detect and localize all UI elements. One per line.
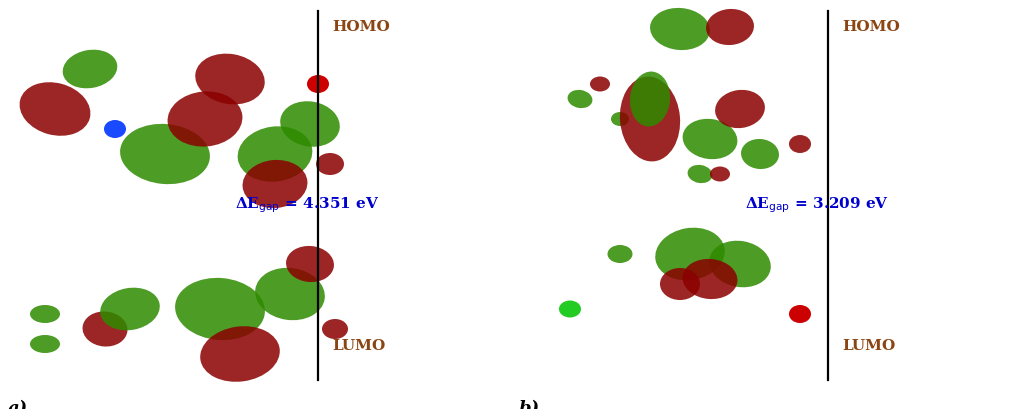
Ellipse shape: [708, 241, 770, 288]
Ellipse shape: [200, 326, 279, 382]
Ellipse shape: [120, 125, 210, 185]
Ellipse shape: [285, 246, 333, 282]
Text: b): b): [518, 399, 539, 409]
Ellipse shape: [255, 268, 324, 320]
Ellipse shape: [558, 301, 581, 318]
Ellipse shape: [280, 102, 339, 147]
Ellipse shape: [243, 160, 307, 209]
Ellipse shape: [237, 127, 312, 182]
Ellipse shape: [307, 76, 329, 94]
Text: ΔE$_\mathrm{gap}$ = 3.209 eV: ΔE$_\mathrm{gap}$ = 3.209 eV: [744, 195, 888, 214]
Text: a): a): [8, 399, 29, 409]
Ellipse shape: [659, 268, 699, 300]
Ellipse shape: [789, 305, 810, 323]
Ellipse shape: [714, 91, 764, 129]
Ellipse shape: [589, 77, 609, 92]
Ellipse shape: [709, 167, 730, 182]
Ellipse shape: [19, 83, 91, 137]
Text: HOMO: HOMO: [842, 20, 900, 34]
Ellipse shape: [682, 119, 737, 160]
Ellipse shape: [322, 319, 347, 339]
Ellipse shape: [740, 139, 779, 170]
Ellipse shape: [654, 228, 725, 281]
Text: HOMO: HOMO: [332, 20, 390, 34]
Ellipse shape: [30, 305, 60, 323]
Text: ΔE$_\mathrm{gap}$ = 4.351 eV: ΔE$_\mathrm{gap}$ = 4.351 eV: [234, 195, 379, 214]
Ellipse shape: [567, 91, 592, 109]
Ellipse shape: [175, 278, 265, 340]
Ellipse shape: [607, 245, 632, 263]
Ellipse shape: [620, 77, 680, 162]
Ellipse shape: [630, 72, 669, 127]
Ellipse shape: [316, 154, 343, 175]
Text: LUMO: LUMO: [332, 339, 385, 353]
Ellipse shape: [167, 92, 243, 147]
Ellipse shape: [705, 10, 753, 46]
Ellipse shape: [30, 335, 60, 353]
Ellipse shape: [104, 121, 126, 139]
Ellipse shape: [610, 113, 629, 127]
Ellipse shape: [789, 136, 810, 154]
Ellipse shape: [83, 312, 127, 347]
Ellipse shape: [100, 288, 160, 330]
Ellipse shape: [649, 9, 709, 51]
Ellipse shape: [687, 166, 711, 184]
Ellipse shape: [195, 54, 265, 105]
Text: LUMO: LUMO: [842, 339, 895, 353]
Ellipse shape: [682, 259, 737, 299]
Ellipse shape: [62, 51, 117, 89]
